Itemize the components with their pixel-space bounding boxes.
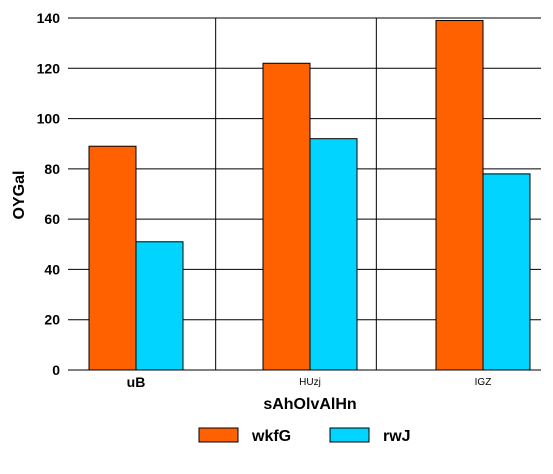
y-tick-label: 140 [37,10,61,26]
bar-rwJ-IGZ [482,173,531,371]
y-tick-label: 120 [37,60,61,76]
x-tick-label: IGZ [475,377,492,388]
bar-wkfG-uB [88,145,137,371]
legend: wkfG rwJ [198,427,411,445]
x-axis-label: sAhOlvAlHn [263,396,356,413]
y-tick-label: 0 [52,362,60,378]
bar-wkfG-HUzj [262,62,311,371]
legend-swatch-rwJ [329,427,370,443]
y-tick-labels: 0 20 40 60 80 100 120 140 [37,10,61,378]
x-tick-label: uB [127,374,146,390]
y-tick-label: 80 [44,161,60,177]
bar-rwJ-HUzj [309,138,358,371]
legend-swatch-wkfG [198,427,239,443]
bars [88,20,531,371]
y-tick-label: 40 [44,261,60,277]
legend-label-rwJ: rwJ [383,428,411,445]
x-tick-labels: uB HUzj IGZ [127,374,492,390]
y-tick-label: 20 [44,312,60,328]
y-tick-label: 100 [37,111,61,127]
bar-wkfG-IGZ [435,20,484,371]
legend-label-wkfG: wkfG [251,428,291,445]
y-axis-label: OYGal [11,171,28,220]
x-tick-label: HUzj [299,377,321,388]
bar-rwJ-uB [135,241,184,371]
y-tick-label: 60 [44,211,60,227]
